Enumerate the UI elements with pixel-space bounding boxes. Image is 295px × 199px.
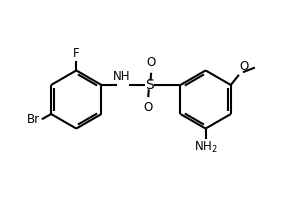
Text: O: O [240,60,249,73]
Text: F: F [73,47,80,60]
Text: O: O [144,101,153,114]
Text: NH: NH [113,70,131,83]
Text: S: S [145,78,154,92]
Text: O: O [147,56,156,69]
Text: NH$_2$: NH$_2$ [194,140,217,155]
Text: Br: Br [27,113,40,126]
